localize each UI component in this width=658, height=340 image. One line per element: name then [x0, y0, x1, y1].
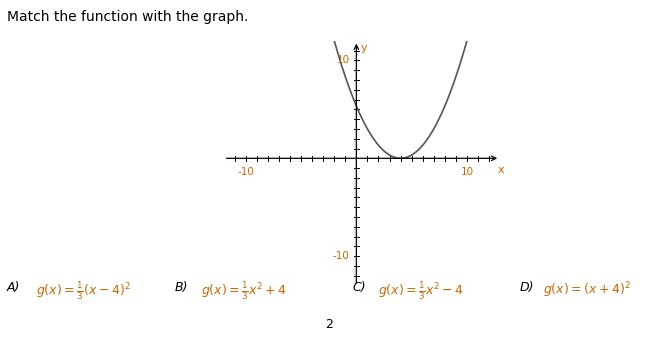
Text: 10: 10 — [461, 167, 474, 177]
Text: x: x — [498, 165, 505, 175]
Text: Match the function with the graph.: Match the function with the graph. — [7, 10, 248, 24]
Text: $g(x) = \frac{1}{3}x^2 + 4$: $g(x) = \frac{1}{3}x^2 + 4$ — [201, 280, 287, 302]
Text: y: y — [361, 43, 367, 53]
Text: 10: 10 — [337, 55, 350, 65]
Text: C): C) — [352, 280, 366, 293]
Text: $g(x) = \frac{1}{3}x^2 - 4$: $g(x) = \frac{1}{3}x^2 - 4$ — [378, 280, 465, 302]
Text: -10: -10 — [238, 167, 254, 177]
Text: $g(x) = \frac{1}{3}(x - 4)^2$: $g(x) = \frac{1}{3}(x - 4)^2$ — [36, 280, 131, 302]
Text: B): B) — [174, 280, 188, 293]
Text: 2: 2 — [325, 319, 333, 332]
Text: A): A) — [7, 280, 20, 293]
Text: D): D) — [520, 280, 534, 293]
Text: -10: -10 — [333, 251, 350, 261]
Text: $g(x) = (x + 4)^2$: $g(x) = (x + 4)^2$ — [543, 280, 630, 300]
